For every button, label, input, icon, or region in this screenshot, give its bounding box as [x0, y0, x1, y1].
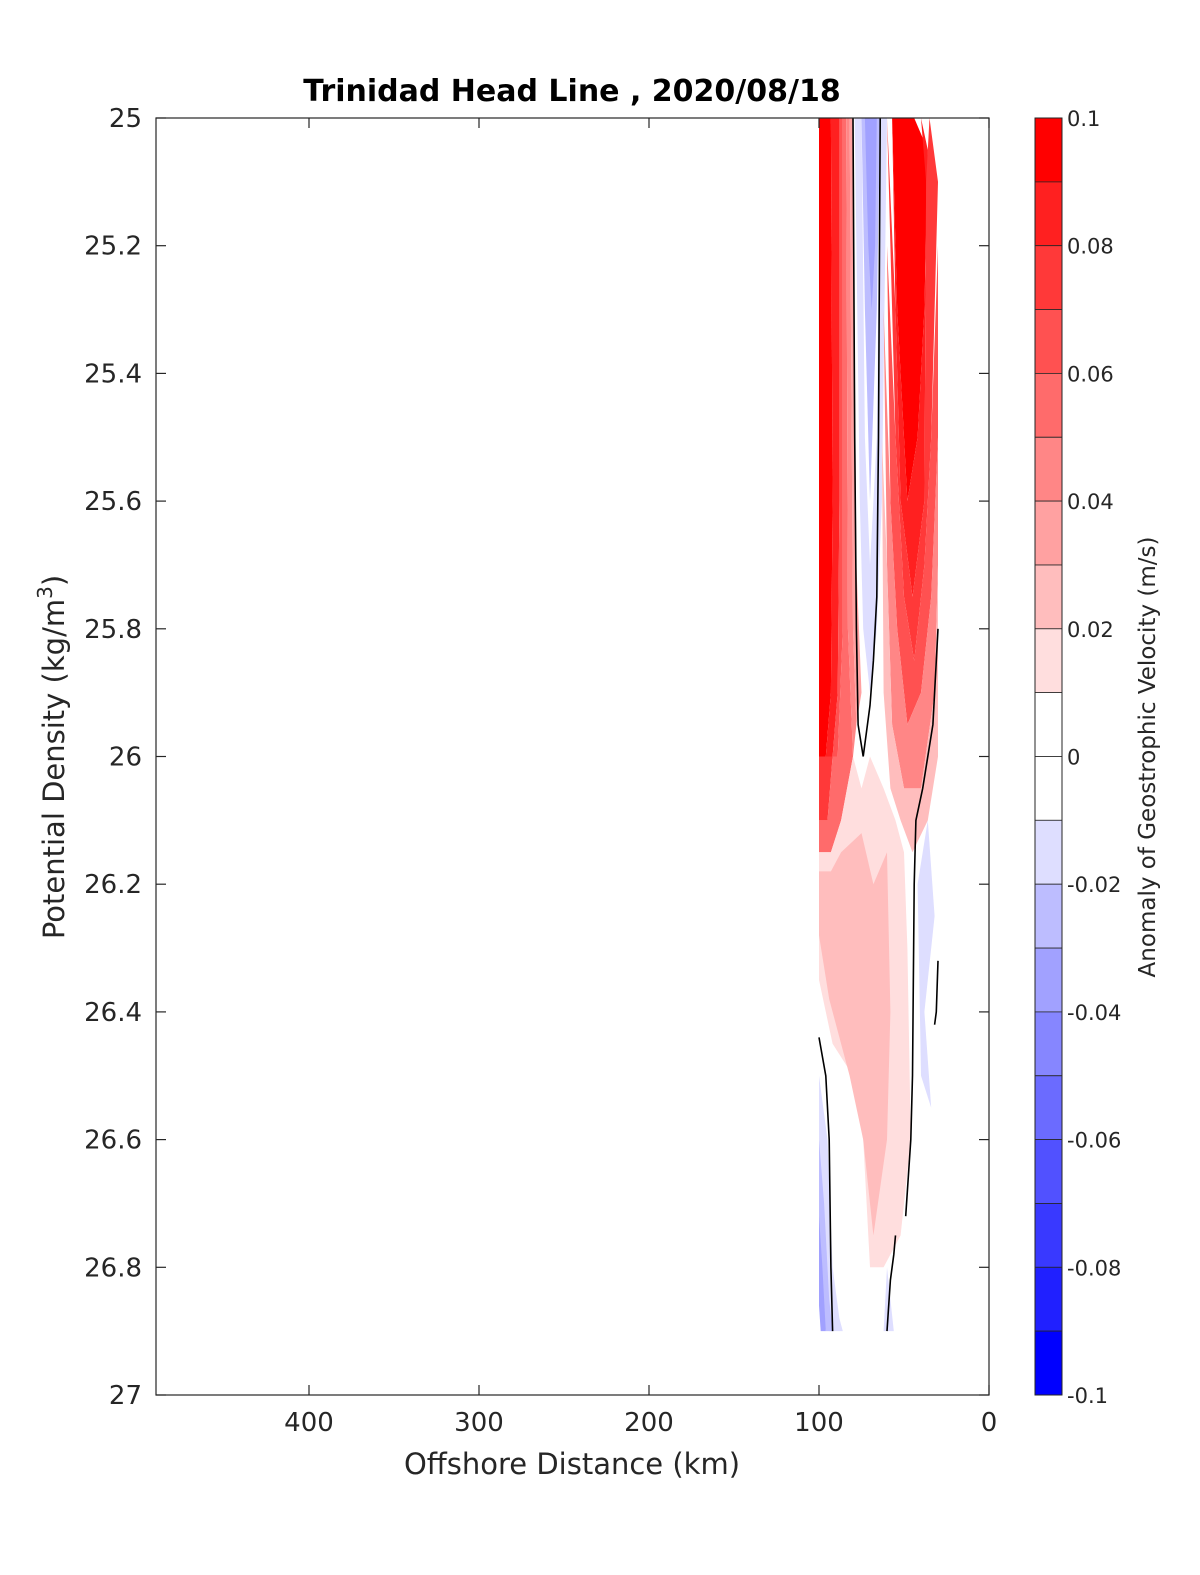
velocity-field	[819, 118, 938, 1332]
zero-contour-3	[933, 960, 939, 1025]
colorbar-level-3	[1034, 309, 1063, 374]
colorbar-tick-label-9: -0.08	[1067, 1256, 1121, 1280]
velocity-region-22	[881, 437, 938, 853]
y-tick-label-9: 26.8	[84, 1253, 142, 1283]
velocity-region-4	[819, 118, 853, 853]
velocity-region-11	[819, 1216, 826, 1332]
colorbar-tick-label-1: 0.08	[1067, 235, 1114, 259]
y-axis-label-suffix: )	[37, 575, 71, 586]
velocity-region-0	[819, 118, 833, 757]
colorbar-level-14	[1034, 1011, 1063, 1077]
velocity-region-1	[825, 118, 840, 757]
zero-contours	[818, 118, 939, 1332]
x-tick-label-4: 0	[981, 1408, 998, 1438]
x-tick-label-2: 200	[624, 1408, 674, 1438]
x-tick-label-1: 300	[454, 1408, 504, 1438]
velocity-region-2	[819, 756, 833, 821]
y-tick-label-7: 26.4	[84, 998, 142, 1028]
colorbar-tick-label-0: 0.1	[1067, 107, 1100, 131]
colorbar-level-4	[1034, 372, 1063, 438]
colorbar-tick-label-6: -0.02	[1067, 873, 1121, 897]
velocity-region-5	[846, 118, 857, 757]
y-tick-label-0: 25	[109, 104, 142, 134]
y-tick-label-10: 27	[109, 1381, 142, 1411]
zero-contour-1	[862, 118, 882, 757]
chart-title: Trinidad Head Line , 2020/08/18	[303, 74, 840, 109]
velocity-region-14	[864, 118, 877, 310]
velocity-region-13	[861, 118, 881, 502]
plot-area: 400 300 200 100 0 25 25.2 25.4 25.6 25.8 26 26.2 26…	[84, 104, 997, 1438]
colorbar-tick-label-7: -0.04	[1067, 1001, 1121, 1025]
y-tick-label-3: 25.6	[84, 487, 142, 517]
colorbar-level-5	[1034, 436, 1063, 502]
colorbar-level-6	[1034, 500, 1063, 566]
y-tick-label-1: 25.2	[84, 232, 142, 262]
y-tick-label-6: 26.2	[84, 870, 142, 900]
colorbar-tick-label-5: 0	[1067, 746, 1080, 770]
colorbar: 0.1 0.08 0.06 0.04 0.02 0 -0.02 -0.04 -0.06 -0.08…	[1034, 107, 1121, 1408]
velocity-region-8	[819, 833, 891, 1236]
plot-background	[156, 118, 989, 1395]
y-axis: 25 25.2 25.4 25.6 25.8 26 26.2 26.4 26.6 26.8 27	[84, 104, 989, 1411]
velocity-region-15	[917, 820, 935, 1108]
colorbar-frame	[1034, 117, 1063, 1396]
x-axis-label: Offshore Distance (km)	[404, 1447, 740, 1481]
y-axis-label-prefix: Potential Density (kg/m	[37, 599, 71, 939]
y-tick-label-5: 26	[109, 743, 142, 773]
velocity-region-3	[832, 118, 843, 757]
velocity-region-17	[892, 118, 928, 502]
colorbar-levels	[1034, 117, 1063, 1396]
y-axis-label-sup: 3	[33, 586, 57, 599]
colorbar-level-2	[1034, 245, 1063, 310]
colorbar-level-17	[1034, 1203, 1063, 1268]
colorbar-level-1	[1034, 181, 1063, 247]
colorbar-level-12	[1034, 883, 1063, 949]
x-axis: 400 300 200 100 0	[284, 118, 997, 1438]
colorbar-level-16	[1034, 1139, 1063, 1204]
zero-contour-5	[886, 1235, 897, 1332]
y-axis-label: Potential Density (kg/m3)	[33, 575, 71, 939]
colorbar-label: Anomaly of Geostrophic Velocity (m/s)	[1135, 537, 1161, 978]
colorbar-tick-label-3: 0.04	[1067, 490, 1114, 514]
colorbar-level-0	[1034, 117, 1063, 183]
x-tick-label-3: 100	[794, 1408, 844, 1438]
colorbar-level-8	[1034, 628, 1063, 694]
colorbar-level-13	[1034, 947, 1063, 1013]
velocity-region-18	[892, 118, 928, 597]
colorbar-ticks: 0.1 0.08 0.06 0.04 0.02 0 -0.02 -0.04 -0.06 -0.08…	[1067, 107, 1121, 1408]
y-tick-label-8: 26.6	[84, 1126, 142, 1156]
zero-contour-0	[852, 118, 864, 757]
colorbar-tick-label-4: 0.02	[1067, 618, 1114, 642]
colorbar-level-15	[1034, 1075, 1063, 1141]
zero-contour-2	[904, 628, 939, 1217]
colorbar-tick-label-10: -0.1	[1067, 1384, 1108, 1408]
colorbar-tick-label-8: -0.06	[1067, 1129, 1121, 1153]
velocity-region-20	[887, 245, 938, 725]
colorbar-level-10	[1034, 756, 1063, 821]
colorbar-level-18	[1034, 1266, 1063, 1332]
colorbar-level-11	[1034, 819, 1063, 885]
x-tick-label-0: 400	[284, 1408, 334, 1438]
colorbar-level-9	[1034, 692, 1063, 757]
velocity-region-21	[883, 309, 938, 789]
colorbar-level-7	[1034, 564, 1063, 630]
velocity-region-6	[849, 118, 862, 725]
y-tick-label-4: 25.8	[84, 615, 142, 645]
velocity-region-19	[887, 118, 938, 661]
colorbar-tick-label-2: 0.06	[1067, 362, 1114, 386]
y-tick-label-2: 25.4	[84, 359, 142, 389]
colorbar-level-19	[1034, 1330, 1063, 1396]
zero-contour-4	[818, 1037, 834, 1332]
